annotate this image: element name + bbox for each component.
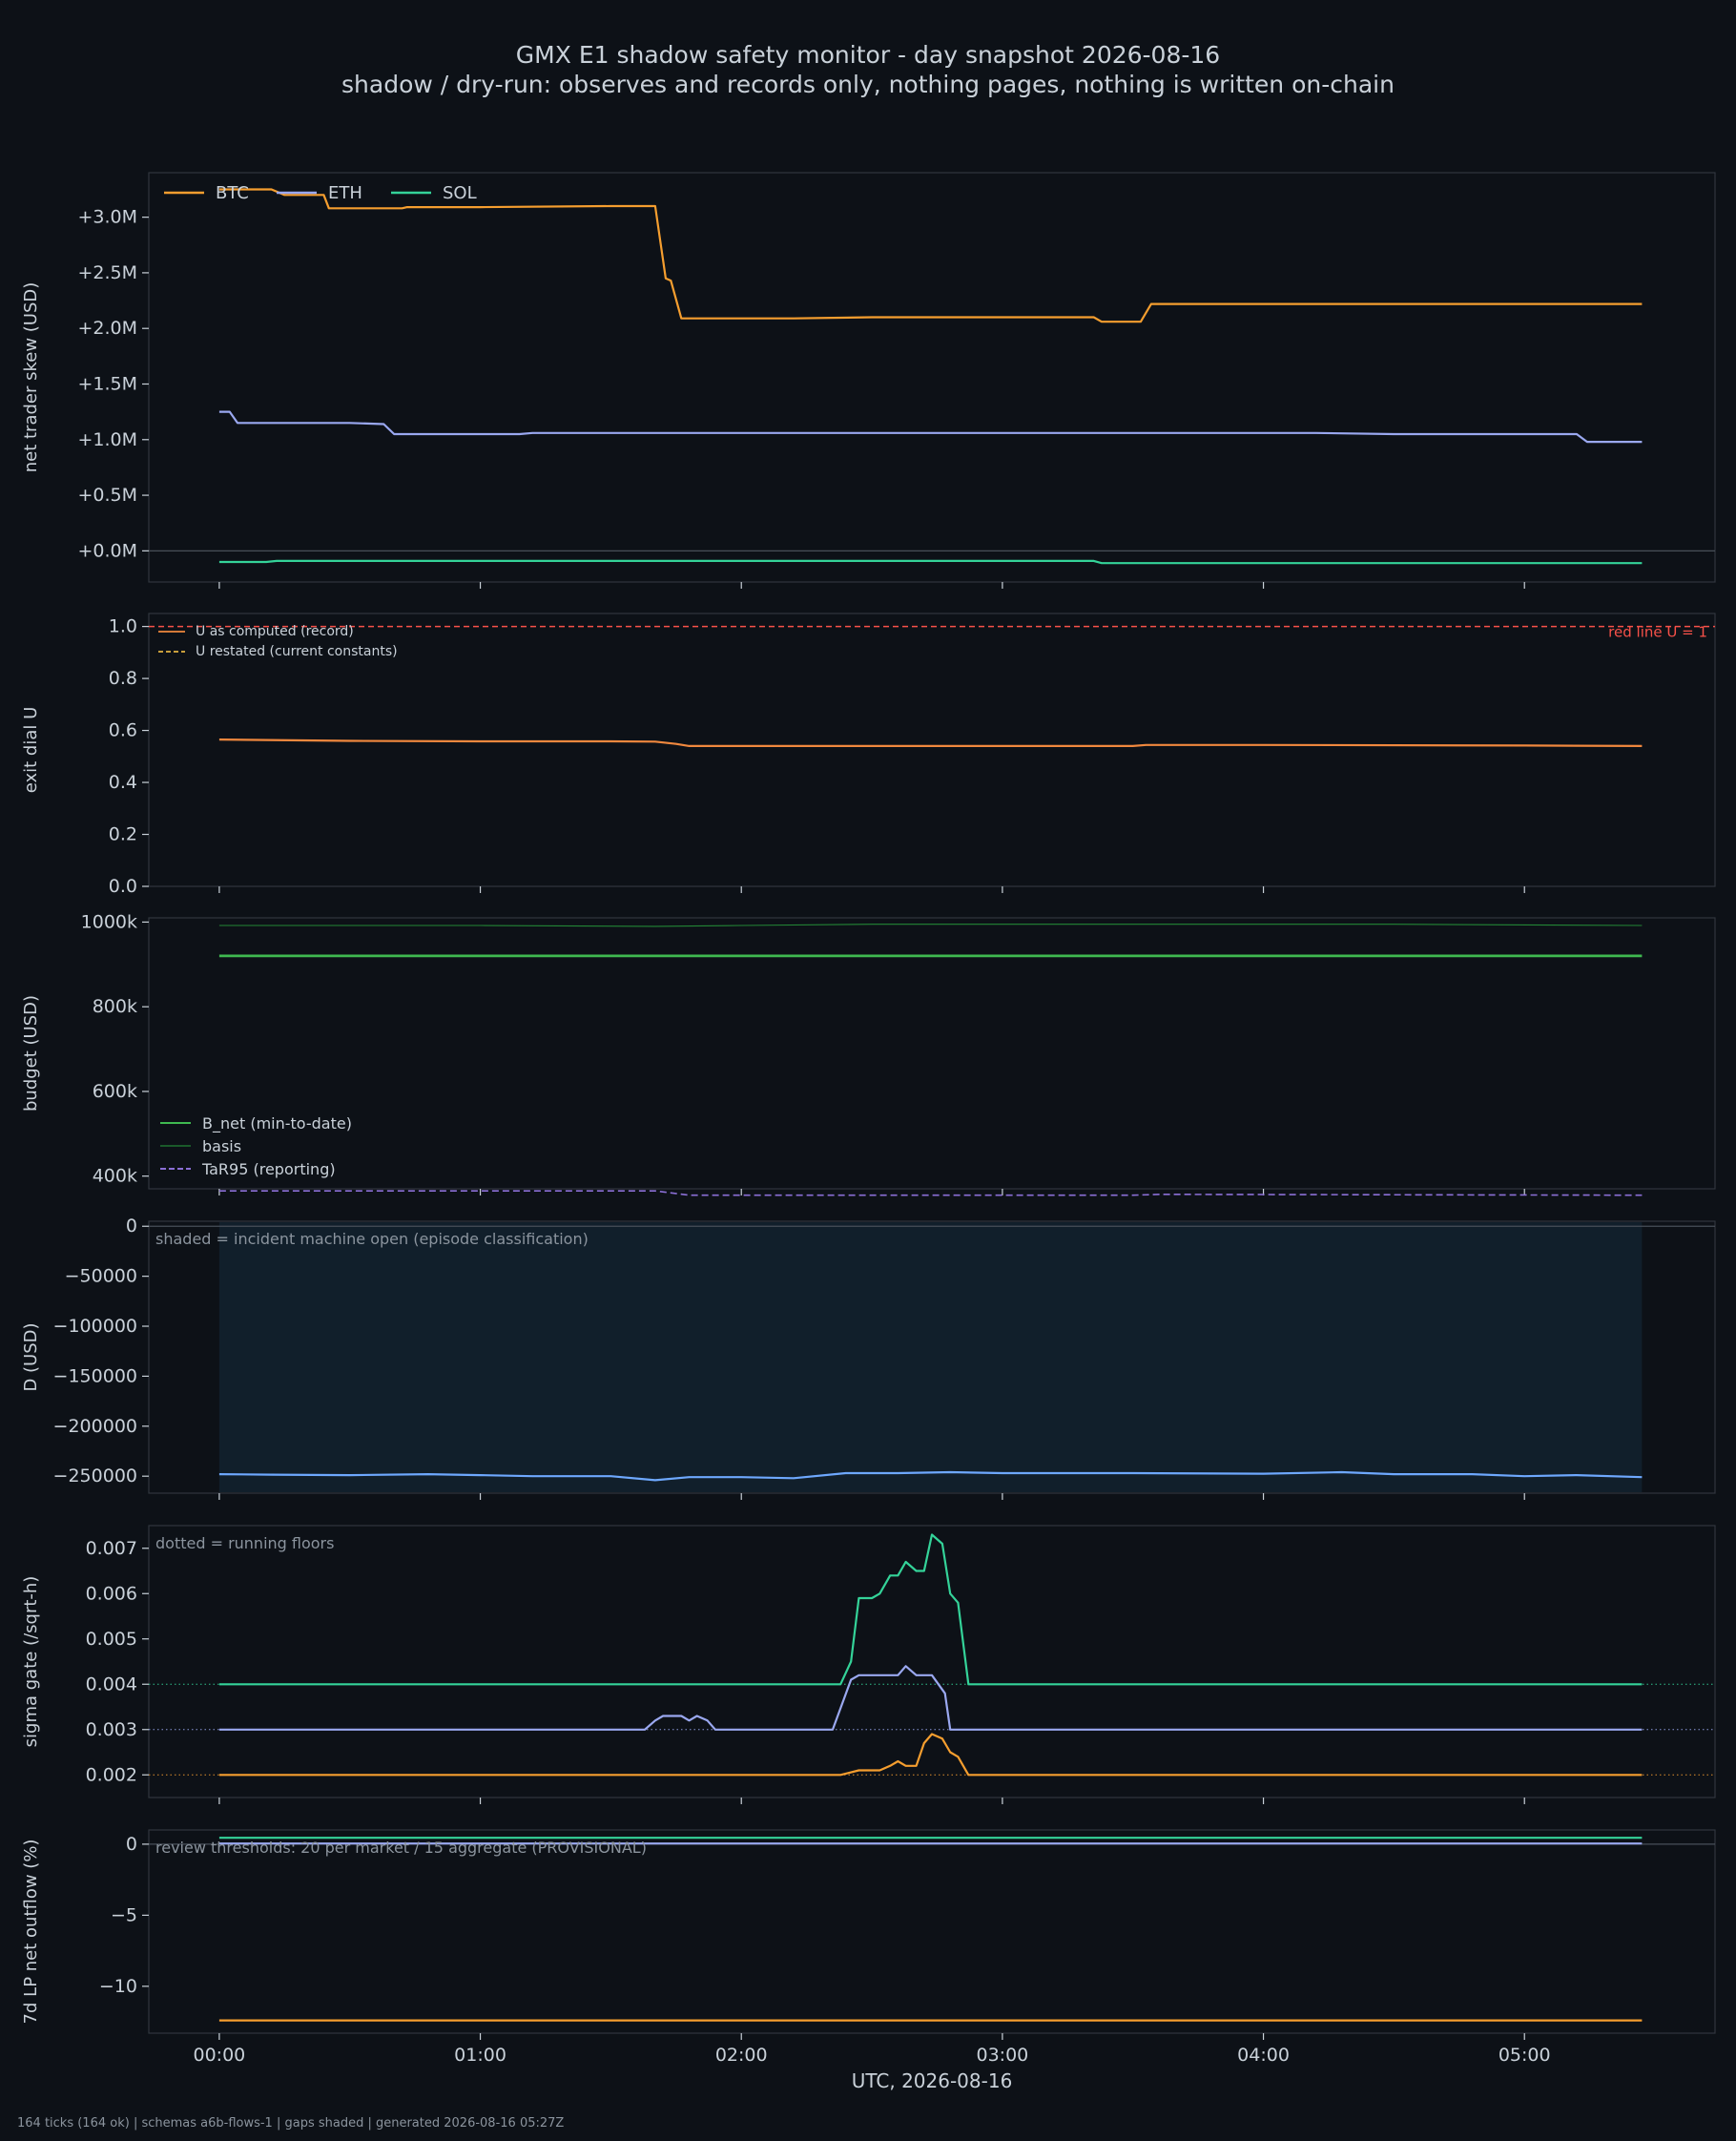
panel-drawdown: 0 −50000 −100000 −150000 −200000 −250000 D (US… [21,1216,1716,1500]
y-tick-label: −150000 [53,1365,137,1386]
legend-label: U restated (current constants) [196,644,398,659]
legend-label: basis [202,1137,241,1155]
panel-annotation: shaded = incident machine open (episode … [155,1230,589,1248]
x-tick-label: 01:00 [454,2045,506,2066]
series-line-basis [218,924,1643,927]
y-tick-label: +1.5M [77,373,137,394]
y-tick-label: 400k [93,1166,137,1187]
x-tick-label: 03:00 [977,2045,1029,2066]
panel-frame [148,1829,1716,2034]
legend-label: BTC [216,183,249,203]
y-axis-label: 7d LP net outflow (%) [21,1840,41,2025]
series-line-eth [218,410,1643,444]
y-tick-label: 0.007 [86,1538,137,1559]
y-tick-label: −200000 [53,1416,137,1437]
panel-exit: 0.0 0.2 0.4 0.6 0.8 1.0 exit dial U red line U … [21,613,1716,897]
x-tick-label: 02:00 [715,2045,768,2066]
y-tick-label: 0.004 [86,1673,137,1694]
panel-frame [148,917,1716,1190]
y-tick-label: 0.4 [109,772,137,793]
series-line-d [218,1470,1643,1482]
y-axis-label: D (USD) [21,1322,41,1391]
series-line-sol [218,559,1643,565]
legend-label: U as computed (record) [196,624,354,639]
x-tick-label: 05:00 [1498,2045,1551,2066]
y-tick-label: +2.0M [77,318,137,339]
legend-label: ETH [328,183,362,203]
y-tick-label: +0.0M [77,540,137,561]
series-line-btc [218,188,1643,323]
y-axis-label: net trader skew (USD) [21,282,41,473]
y-tick-label: +0.5M [77,485,137,506]
panel-frame [148,613,1716,887]
y-tick-label: 0.005 [86,1629,137,1650]
series-line-tar95-reporting- [218,1190,1643,1196]
series-line-btc [218,1733,1643,1777]
y-tick-label: −250000 [53,1465,137,1486]
y-tick-label: −100000 [53,1316,137,1337]
panel-annotation: review thresholds: 20 per market / 15 ag… [155,1839,647,1857]
y-tick-label: +2.5M [77,262,137,283]
y-tick-label: 0 [126,1216,137,1237]
y-tick-label: −10 [99,1976,137,1997]
panel-skew: +0.0M +0.5M +1.0M +1.5M +2.0M +2.5M +3.0M net t… [21,172,1716,589]
panel-budget: 400k 600k 800k 1000k budget (USD) B_net (min-… [21,911,1716,1196]
y-tick-label: −50000 [65,1266,137,1287]
legend-label: TaR95 (reporting) [201,1160,336,1178]
panel-sigma: 0.002 0.003 0.004 0.005 0.006 0.007 sigma gate… [21,1525,1716,1804]
y-tick-label: 0.0 [109,876,137,897]
y-tick-label: 0.006 [86,1583,137,1604]
legend-label: B_net (min-to-date) [202,1114,352,1133]
y-tick-label: 0.8 [109,668,137,689]
figure-title: GMX E1 shadow safety monitor - day snaps… [516,41,1220,69]
y-tick-label: 1000k [81,911,137,932]
panels-group: +0.0M +0.5M +1.0M +1.5M +2.0M +2.5M +3.0M net t… [21,172,1716,2066]
y-tick-label: 1.0 [109,616,137,637]
footer-status: 164 ticks (164 ok) | schemas a6b-flows-1… [17,2116,564,2131]
y-axis-label: sigma gate (/sqrt-h) [21,1576,41,1748]
y-axis-label: budget (USD) [21,995,41,1112]
x-tick-label: 00:00 [194,2045,246,2066]
y-tick-label: −5 [111,1904,137,1925]
incident-shade [218,1222,1643,1492]
figure-subtitle: shadow / dry-run: observes and records o… [341,71,1395,98]
panel-frame [148,1525,1716,1798]
x-tick-label: 04:00 [1237,2045,1290,2066]
legend-label: SOL [443,183,477,203]
x-axis-label: UTC, 2026-08-16 [852,2069,1013,2092]
y-axis-label: exit dial U [21,707,41,794]
y-tick-label: 600k [93,1081,137,1102]
panel-outflow: 0 −5 −10 7d LP net outflow (%) review thresh… [21,1829,1716,2040]
panel-annotation: dotted = running floors [155,1534,334,1552]
y-tick-label: +1.0M [77,429,137,450]
series-line-sol [218,1533,1643,1686]
y-tick-label: 0.002 [86,1764,137,1785]
y-tick-label: 0.003 [86,1719,137,1740]
series-line-eth [218,1665,1643,1731]
y-tick-label: 0 [126,1834,137,1855]
panel-frame [148,172,1716,583]
y-tick-label: 800k [93,996,137,1017]
redline-annotation: red line U = 1 [1608,624,1707,641]
y-tick-label: 0.2 [109,824,137,845]
y-tick-label: 0.6 [109,720,137,741]
y-tick-label: +3.0M [77,207,137,228]
series-line-u-as-computed-record- [218,738,1643,747]
